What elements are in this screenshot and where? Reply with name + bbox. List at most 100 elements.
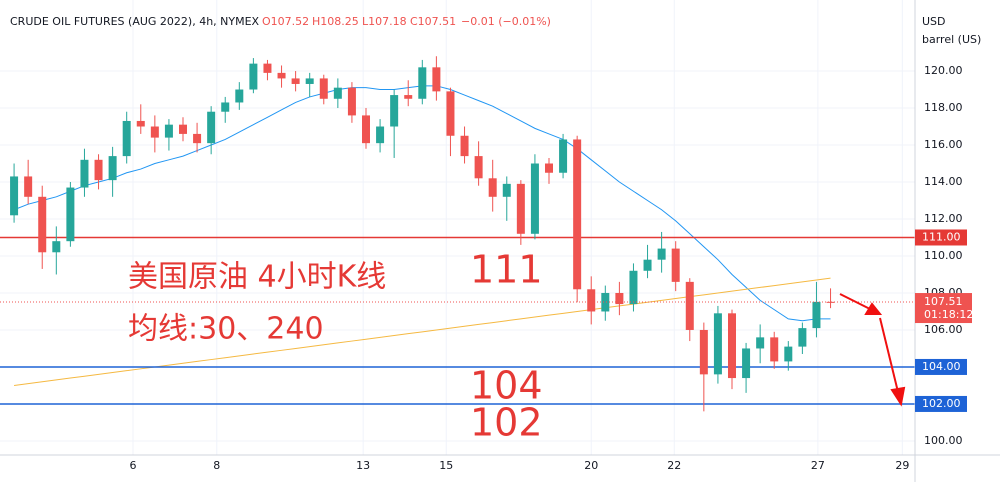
candle-body — [699, 329, 708, 375]
candle-body — [235, 89, 244, 103]
candle-body — [812, 301, 821, 329]
x-tick-label: 13 — [356, 459, 370, 472]
candle-body — [66, 187, 75, 242]
candle-body — [24, 176, 33, 197]
x-tick-label: 8 — [213, 459, 220, 472]
close: C107.51 — [410, 15, 456, 28]
candle-body — [122, 120, 131, 157]
candle-body — [94, 159, 103, 181]
candle-body — [376, 126, 385, 144]
level-tag — [915, 229, 967, 246]
y-axis-label: USD — [922, 15, 946, 28]
x-tick-label: 6 — [130, 459, 137, 472]
candle-body — [277, 72, 286, 79]
level-label: 111.00 — [922, 230, 961, 243]
level-tag — [915, 358, 967, 375]
arrowhead — [864, 302, 883, 315]
candle-body — [193, 133, 202, 144]
y-tick-label: 114.00 — [924, 175, 963, 188]
candle-body — [305, 78, 314, 84]
arrow — [879, 317, 899, 393]
candle-body — [333, 87, 342, 99]
candle-body — [108, 156, 117, 181]
candle-body — [742, 348, 751, 379]
x-tick-label: 29 — [895, 459, 909, 472]
last-price-label: 107.51 — [924, 295, 963, 308]
candle-body — [291, 78, 300, 84]
candle-body — [601, 292, 610, 312]
annotation: 美国原油 4小时K线 — [128, 260, 386, 295]
candle-body — [263, 63, 272, 73]
y-tick-label: 100.00 — [924, 434, 963, 447]
open: O107.52 — [262, 15, 309, 28]
x-tick-label: 15 — [439, 459, 453, 472]
candle-body — [249, 63, 258, 90]
y-tick-label: 118.00 — [924, 101, 963, 114]
y-tick-label: 116.00 — [924, 138, 963, 151]
candle-body — [713, 313, 722, 375]
candle-body — [164, 124, 173, 138]
high: H108.25 — [312, 15, 359, 28]
candle-body — [207, 111, 216, 144]
arrows — [839, 293, 906, 407]
low: L107.18 — [362, 15, 407, 28]
candle-body — [446, 91, 455, 136]
candle-body — [38, 196, 47, 253]
annotation: 104 — [470, 364, 543, 408]
candle-body — [488, 178, 497, 197]
y-tick-label: 112.00 — [924, 212, 963, 225]
price-tag — [915, 293, 972, 324]
candle-body — [643, 259, 652, 271]
candle-body — [559, 139, 568, 173]
candle-body — [502, 183, 511, 197]
candle-body — [629, 270, 638, 305]
y-tick-label: 120.00 — [924, 64, 963, 77]
candle-body — [516, 183, 525, 234]
candle-body — [826, 301, 835, 303]
candle-body — [460, 135, 469, 157]
countdown: 01:18:12 — [924, 308, 973, 321]
level-tag — [915, 395, 967, 412]
plot — [0, 56, 915, 412]
candle-body — [798, 328, 807, 347]
x-tick-label: 27 — [811, 459, 825, 472]
candle-body — [390, 95, 399, 127]
candle-body — [728, 313, 736, 379]
candle-body — [150, 126, 159, 138]
candle-body — [784, 346, 793, 362]
arrow — [839, 293, 873, 311]
candle-body — [756, 337, 765, 349]
y-tick-label: 106.00 — [924, 323, 963, 336]
candle-body — [573, 139, 582, 290]
candle-body — [80, 159, 89, 188]
annotation: 111 — [470, 248, 543, 292]
level-label: 102.00 — [922, 397, 961, 410]
candle-body — [418, 67, 427, 99]
candle-body — [530, 163, 539, 234]
candle-body — [52, 241, 61, 253]
candle-body — [362, 115, 370, 144]
candle-body — [136, 120, 145, 127]
arrowhead — [890, 386, 906, 407]
candle-body — [221, 102, 230, 112]
annotation: 均线:30、240 — [128, 312, 324, 347]
y-tick-label: 110.00 — [924, 249, 963, 262]
candle-body — [587, 289, 596, 312]
candle-body — [347, 87, 356, 116]
candle-body — [10, 176, 19, 216]
candle-body — [615, 292, 624, 305]
candle-body — [671, 248, 680, 282]
candle-body — [432, 67, 441, 92]
candle-body — [770, 337, 779, 362]
x-tick-label: 22 — [667, 459, 681, 472]
candle-body — [404, 95, 413, 99]
candle-body — [545, 163, 553, 173]
candle-body — [319, 78, 328, 99]
annotation: 102 — [470, 401, 543, 445]
change: −0.01 (−0.01%) — [461, 15, 551, 28]
chart-title: CRUDE OIL FUTURES (AUG 2022), 4h, NYMEX — [10, 15, 260, 28]
level-label: 104.00 — [922, 360, 961, 373]
candle-body — [657, 248, 666, 260]
